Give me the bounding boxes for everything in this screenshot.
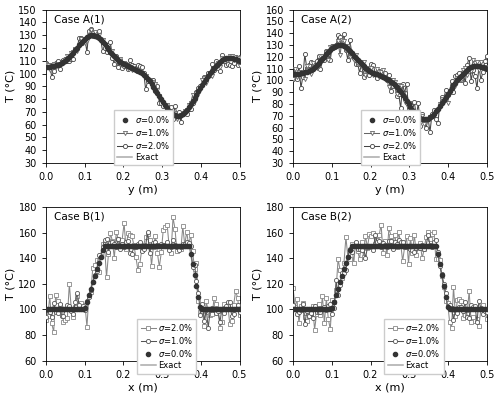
Text: Case B(2): Case B(2) [301,212,352,222]
Y-axis label: T (°C): T (°C) [6,70,16,102]
Y-axis label: T (°C): T (°C) [253,70,263,102]
Legend: $\sigma$=2.0%, $\sigma$=1.0%, $\sigma$=0.0%, Exact: $\sigma$=2.0%, $\sigma$=1.0%, $\sigma$=0… [137,319,196,374]
X-axis label: x (m): x (m) [128,382,158,392]
Text: Case B(1): Case B(1) [54,212,104,222]
Legend: $\sigma$=0.0%, $\sigma$=1.0%, $\sigma$=2.0%, Exact: $\sigma$=0.0%, $\sigma$=1.0%, $\sigma$=2… [114,110,174,165]
X-axis label: x (m): x (m) [375,382,405,392]
Text: Case A(2): Case A(2) [301,14,352,24]
Y-axis label: T (°C): T (°C) [6,268,16,300]
X-axis label: y (m): y (m) [128,185,158,195]
Legend: $\sigma$=2.0%, $\sigma$=1.0%, $\sigma$=0.0%, Exact: $\sigma$=2.0%, $\sigma$=1.0%, $\sigma$=0… [384,319,444,374]
Y-axis label: T (°C): T (°C) [253,268,263,300]
Legend: $\sigma$=0.0%, $\sigma$=1.0%, $\sigma$=2.0%, Exact: $\sigma$=0.0%, $\sigma$=1.0%, $\sigma$=2… [361,110,420,165]
Text: Case A(1): Case A(1) [54,14,104,24]
X-axis label: y (m): y (m) [375,185,405,195]
